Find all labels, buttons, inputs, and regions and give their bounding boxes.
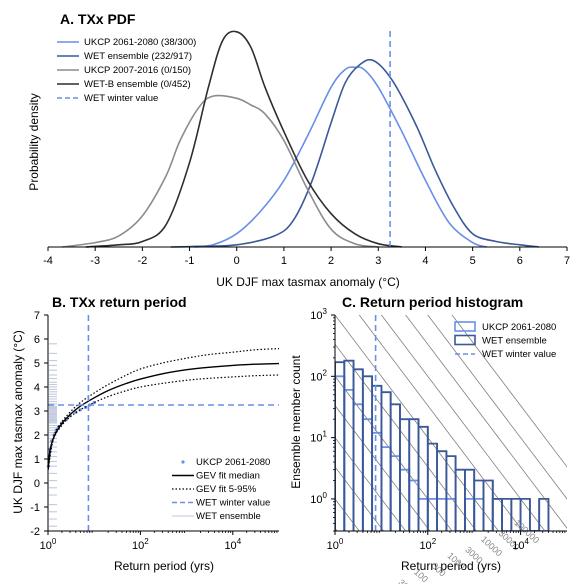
legend-label: WET ensemble xyxy=(482,336,547,347)
panel-c-title: C. Return period histogram xyxy=(342,294,523,310)
y-tick-label: 4 xyxy=(34,382,40,394)
panel-b-ticks: -2 -1 0 1 2 3 4 5 6 7 100 102 104 xyxy=(30,310,278,552)
x-tick-label: 0 xyxy=(234,255,240,267)
legend-swatch xyxy=(181,460,185,464)
legend-swatch xyxy=(454,334,476,346)
legend-label: WET winter value xyxy=(196,498,270,509)
gev-5-95-line xyxy=(47,374,280,470)
x-tick-label: -3 xyxy=(90,255,100,267)
panel-a-ylabel: Probability density xyxy=(27,93,41,190)
x-tick-label: 100 xyxy=(327,537,344,552)
y-tick-label: -1 xyxy=(30,502,40,514)
x-tick-label: 5 xyxy=(470,255,476,267)
y-tick-label: 1 xyxy=(34,454,40,466)
legend-swatch xyxy=(454,321,476,332)
panel-b-legend: UKCP 2061-2080 GEV fit median GEV fit 5-95… xyxy=(172,457,270,522)
panel-b-plot-area xyxy=(46,315,280,532)
x-tick-label: 6 xyxy=(517,255,523,267)
y-tick-label: 100 xyxy=(310,491,327,506)
legend-label: WET winter value xyxy=(84,93,158,104)
y-tick-label: 5 xyxy=(34,358,40,370)
y-tick-label: 103 xyxy=(310,307,327,322)
panel-c-histogram: C. Return period histogram Return period… xyxy=(289,294,567,584)
legend-label: UKCP 2007-2016 (0/150) xyxy=(84,65,191,76)
x-tick-label: -4 xyxy=(43,255,53,267)
panel-b-ylabel: UK DJF max tasmax anomaly (°C) xyxy=(11,330,25,514)
y-tick-label: 6 xyxy=(34,334,40,346)
x-tick-label: -2 xyxy=(137,255,147,267)
panel-c-ticks: 100 101 102 103 100 102 104 xyxy=(310,307,566,552)
gev-median-line xyxy=(47,362,280,469)
x-tick-label: 2 xyxy=(328,255,334,267)
legend-label: WET winter value xyxy=(482,349,556,360)
panel-c-clipped-layer xyxy=(335,315,567,531)
pdf-curve-4 xyxy=(85,30,403,248)
return-period-isoline xyxy=(358,315,524,531)
panel-a-plot-area xyxy=(48,30,567,248)
legend-label: GEV fit 5-95% xyxy=(196,484,257,495)
x-tick-label: -1 xyxy=(185,255,195,267)
panel-b-xlabel: Return period (yrs) xyxy=(114,559,214,573)
x-tick-label: 104 xyxy=(224,537,241,552)
legend-label: UKCP 2061-2080 (38/300) xyxy=(84,37,196,48)
x-tick-label: 104 xyxy=(512,537,529,552)
pdf-curve-2 xyxy=(170,58,539,248)
panel-b-title: B. TXx return period xyxy=(52,294,187,310)
y-tick-label: 102 xyxy=(310,368,327,383)
x-tick-label: 102 xyxy=(419,537,436,552)
panel-c-xlabel: Return period (yrs) xyxy=(401,559,501,573)
y-tick-label: 101 xyxy=(310,430,327,445)
return-period-isoline xyxy=(427,315,567,500)
panel-c-ylabel: Ensemble member count xyxy=(289,355,303,489)
panel-a-xlabel: UK DJF max tasmax anomaly (°C) xyxy=(216,275,400,289)
y-tick-label: 3 xyxy=(34,406,40,418)
panel-a-x-ticks: -4 -3 -2 -1 0 1 2 3 4 5 6 7 xyxy=(43,247,570,267)
legend-label: WET ensemble xyxy=(196,511,261,522)
panel-a-legend: UKCP 2061-2080 (38/300) WET ensemble (232… xyxy=(57,37,196,104)
panel-a-pdf: A. TXx PDF UK DJF max tasmax anomaly (°C… xyxy=(27,11,570,289)
panel-c-plot-area: 1030100300100030001000030000100000 xyxy=(334,315,567,584)
legend-label: WET-B ensemble (0/452) xyxy=(84,79,191,90)
return-period-isoline-label: 30 xyxy=(396,577,410,584)
panel-a-title: A. TXx PDF xyxy=(60,11,136,27)
panel-c-legend: UKCP 2061-2080 WET ensemble WET winter val… xyxy=(454,321,556,360)
pdf-curve-3 xyxy=(62,94,379,248)
x-tick-label: 100 xyxy=(40,537,57,552)
y-tick-label: 0 xyxy=(34,478,40,490)
pdf-curve-1 xyxy=(194,66,488,248)
x-tick-label: 3 xyxy=(375,255,381,267)
x-tick-label: 1 xyxy=(281,255,287,267)
panel-b-return-period: B. TXx return period Return period (yrs)… xyxy=(11,294,280,573)
y-tick-label: -2 xyxy=(30,526,40,538)
return-period-isoline xyxy=(335,375,453,531)
legend-label: UKCP 2061-2080 xyxy=(196,457,270,468)
gev-5-95-line xyxy=(47,348,280,468)
y-tick-label: 2 xyxy=(34,430,40,442)
x-tick-label: 102 xyxy=(132,537,149,552)
return-period-isoline xyxy=(335,315,499,531)
legend-label: WET ensemble (232/917) xyxy=(84,51,192,62)
x-tick-label: 4 xyxy=(422,255,428,267)
y-tick-label: 7 xyxy=(34,310,40,322)
legend-label: UKCP 2061-2080 xyxy=(482,322,556,333)
return-period-isoline xyxy=(405,315,567,529)
x-tick-label: 7 xyxy=(564,255,570,267)
legend-label: GEV fit median xyxy=(196,471,260,482)
return-period-isoline xyxy=(380,315,546,531)
return-period-isoline xyxy=(335,343,477,531)
